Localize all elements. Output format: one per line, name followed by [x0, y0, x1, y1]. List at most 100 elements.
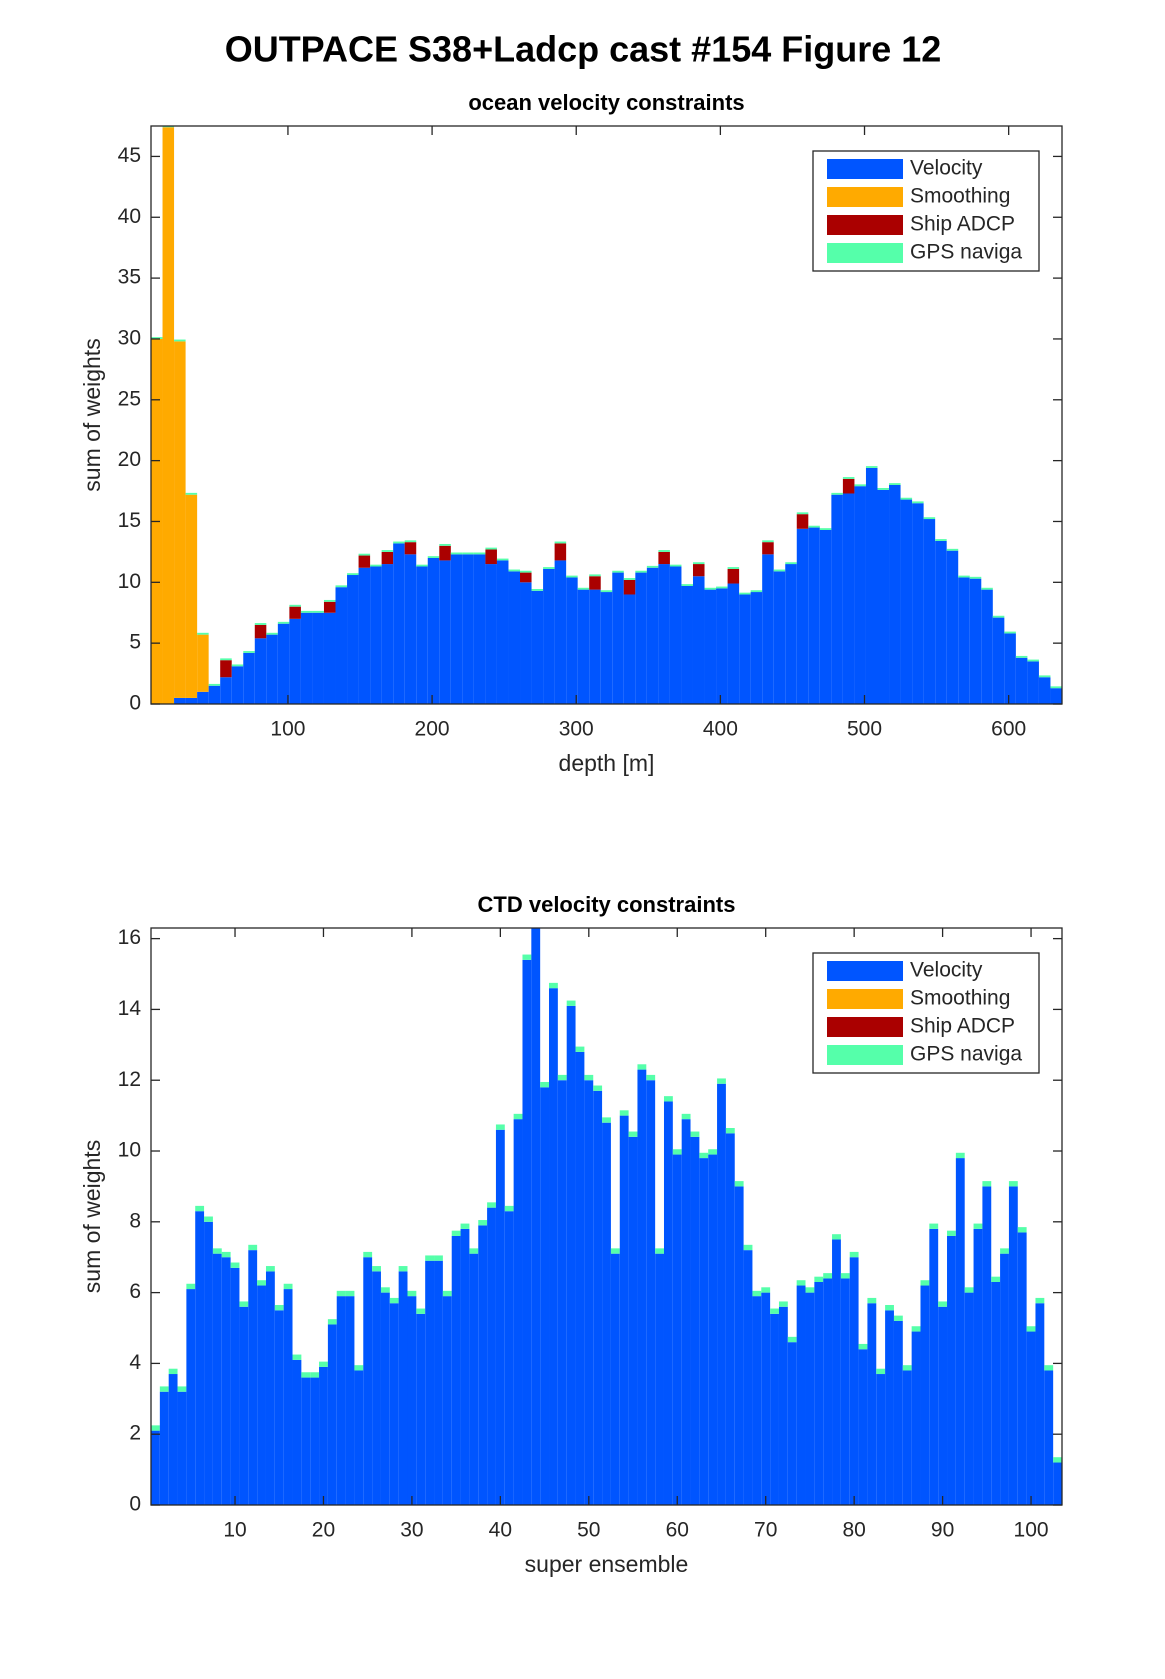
- bar-segment: [796, 1285, 806, 1505]
- bar-segment: [566, 575, 578, 578]
- bar-segment: [889, 483, 901, 485]
- bar-segment: [220, 658, 232, 661]
- bar-segment: [658, 550, 670, 552]
- bar-segment: [655, 1253, 664, 1505]
- bar-segment: [1027, 661, 1039, 704]
- bar-segment: [370, 564, 382, 567]
- bar-segment: [557, 1074, 567, 1081]
- bar-segment: [159, 1391, 169, 1505]
- bar-segment: [929, 1228, 939, 1505]
- bar-segment: [327, 1324, 337, 1505]
- bar-segment: [935, 540, 947, 704]
- bar-segment: [699, 1158, 709, 1505]
- bar-segment: [727, 568, 740, 584]
- bar-segment: [1017, 1232, 1027, 1505]
- bar-segment: [425, 1255, 435, 1261]
- bar-segment: [770, 1308, 779, 1314]
- bar-segment: [358, 555, 371, 568]
- bar-segment: [575, 1046, 585, 1052]
- bar-segment: [692, 562, 705, 565]
- bar-segment: [923, 519, 936, 704]
- bar-segment: [893, 1320, 903, 1505]
- bar-segment: [451, 1235, 461, 1505]
- bar-segment: [819, 528, 832, 530]
- bar-segment: [407, 1290, 417, 1297]
- bar-segment: [427, 556, 440, 558]
- bar-segment: [450, 552, 463, 555]
- bar-segment: [162, 127, 175, 704]
- bar-segment: [540, 1081, 550, 1088]
- bar-segment: [508, 569, 521, 572]
- x-axis-label: super ensemble: [525, 1551, 689, 1577]
- bar-segment: [335, 585, 348, 588]
- bar-segment: [504, 1211, 514, 1505]
- bar-segment: [319, 1361, 328, 1367]
- bar-segment: [174, 341, 186, 698]
- bar-segment: [1015, 657, 1028, 704]
- x-tick-label: 70: [754, 1519, 777, 1542]
- bar-segment: [372, 1271, 381, 1505]
- legend-swatch: [827, 243, 903, 263]
- x-tick-label: 40: [489, 1519, 512, 1542]
- bar-segment: [876, 1368, 886, 1375]
- plot-marks: [151, 928, 1062, 1505]
- bar-segment: [289, 606, 301, 619]
- bar-segment: [646, 565, 659, 568]
- bar-segment: [787, 1336, 797, 1343]
- bar-segment: [496, 558, 509, 561]
- bar-segment: [230, 1262, 240, 1268]
- bar-segment: [946, 550, 959, 704]
- bar-segment: [323, 599, 336, 602]
- bar-segment: [1004, 631, 1016, 634]
- bar-segment: [589, 589, 601, 704]
- bar-segment: [358, 567, 371, 704]
- bar-segment: [681, 584, 693, 586]
- bar-segment: [389, 1303, 399, 1505]
- bar-segment: [842, 493, 855, 704]
- bar-segment: [520, 572, 532, 583]
- bar-segment: [277, 623, 290, 704]
- bar-segment: [416, 1308, 426, 1314]
- bar-segment: [991, 1281, 1001, 1505]
- bar-segment: [842, 478, 855, 494]
- bar-segment: [867, 1297, 877, 1304]
- bar-segment: [584, 1080, 594, 1505]
- bar-segment: [699, 1152, 709, 1159]
- bar-segment: [1017, 1227, 1027, 1233]
- y-tick-label: 2: [129, 1422, 141, 1445]
- bar-segment: [549, 982, 558, 989]
- bar-segment: [543, 567, 555, 569]
- bar-segment: [832, 1234, 841, 1240]
- bar-segment: [212, 1248, 222, 1254]
- bar-segment: [854, 486, 866, 704]
- bar-segment: [1053, 1457, 1062, 1463]
- bar-segment: [372, 1266, 381, 1272]
- bar-segment: [692, 576, 705, 704]
- bar-segment: [770, 1313, 779, 1505]
- bar-segment: [347, 573, 359, 576]
- bar-segment: [292, 1359, 302, 1505]
- bar-segment: [407, 1296, 417, 1505]
- bar-segment: [832, 1239, 841, 1505]
- bar-segment: [796, 514, 809, 529]
- x-tick-label: 600: [991, 718, 1026, 741]
- bar-segment: [1053, 1462, 1062, 1505]
- bar-segment: [495, 1129, 505, 1505]
- bar-segment: [600, 590, 613, 593]
- legend-swatch: [827, 989, 903, 1009]
- bar-segment: [743, 1250, 753, 1505]
- bar-segment: [690, 1136, 700, 1505]
- x-tick-label: 200: [415, 718, 450, 741]
- bar-segment: [174, 697, 186, 704]
- bar-segment: [230, 1267, 240, 1505]
- bar-segment: [496, 560, 509, 704]
- bar-segment: [439, 560, 451, 704]
- bar-segment: [902, 1365, 912, 1371]
- bar-segment: [911, 1331, 921, 1505]
- legend-label: Ship ADCP: [910, 1015, 1015, 1038]
- bar-segment: [690, 1131, 700, 1137]
- bar-segment: [487, 1202, 496, 1208]
- bar-segment: [796, 1280, 806, 1286]
- y-tick-label: 12: [118, 1068, 141, 1091]
- bar-segment: [612, 570, 624, 573]
